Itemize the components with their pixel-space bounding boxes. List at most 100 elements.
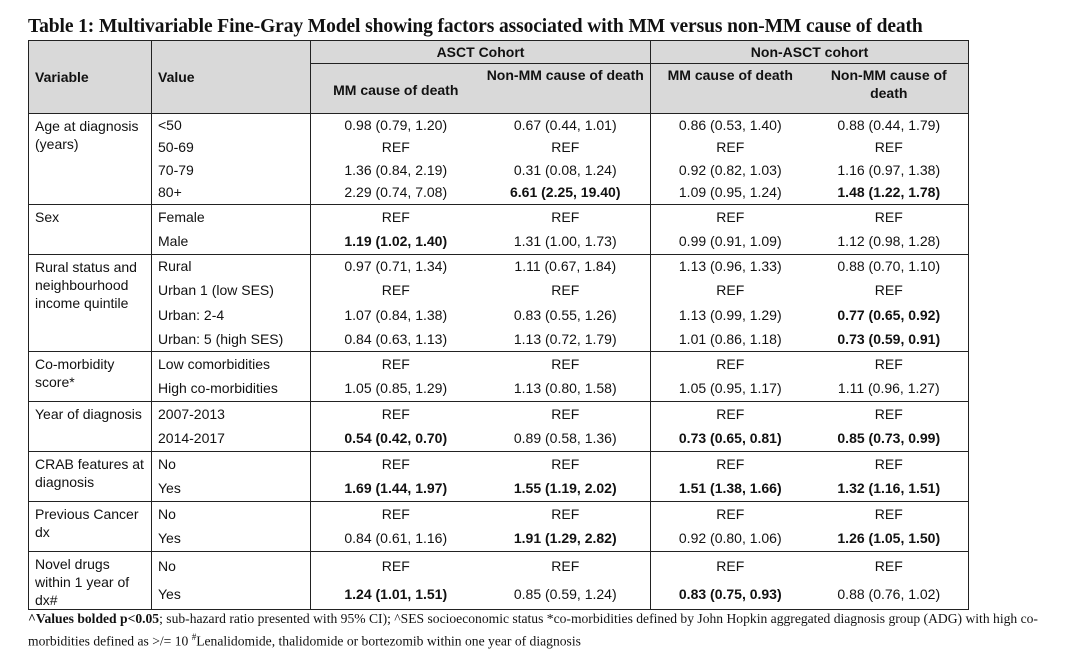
table-row: Yes 0.84 (0.61, 1.16) 1.91 (1.29, 2.82) 0.9… (29, 526, 970, 552)
ratio-cell: REF (650, 136, 810, 159)
value-cell: Yes (151, 476, 311, 502)
ratio-cell: REF (809, 451, 970, 477)
variable-cell: Novel drugs within 1 year of dx# (28, 551, 152, 610)
ratio-cell: 1.24 (1.01, 1.51) (310, 580, 481, 610)
ratio-cell: 0.92 (0.82, 1.03) (650, 159, 810, 182)
ratio-cell: 0.88 (0.44, 1.79) (809, 113, 970, 137)
ratio-cell: REF (310, 451, 481, 477)
table-row: 70-79 1.36 (0.84, 2.19) 0.31 (0.08, 1.24) 0… (29, 159, 970, 182)
ratio-cell: 1.48 (1.22, 1.78) (809, 181, 970, 205)
ratio-cell: 0.86 (0.53, 1.40) (650, 113, 810, 137)
ratio-cell: REF (551, 282, 580, 299)
ratio-cell: 1.51 (1.38, 1.66) (650, 476, 810, 502)
ratio-cell: 1.13 (0.96, 1.33) (650, 253, 810, 279)
variable-cell: Co-morbidity score* (28, 351, 152, 402)
ratio-cell: REF (809, 401, 970, 427)
ratio-cell: REF (480, 204, 651, 230)
ratio-cell: REF (650, 351, 810, 377)
ratio-cell: REF (809, 136, 970, 159)
value-cell: Yes (151, 580, 311, 610)
ratio-cell: REF (310, 278, 481, 303)
ratio-cell: 0.84 (0.61, 1.16) (310, 526, 481, 552)
ratio-cell: REF (310, 501, 481, 527)
ratio-cell: REF (310, 401, 481, 427)
ratio-cell: REF (650, 401, 810, 427)
ratio-cell: REF (809, 501, 970, 527)
ratio-cell: 1.13 (0.80, 1.58) (480, 376, 651, 402)
value-cell: Rural (151, 253, 311, 279)
value-cell: Male (151, 229, 311, 255)
value-cell: 50-69 (151, 136, 311, 159)
value-cell: Urban: 2-4 (151, 303, 311, 328)
ratio-cell: REF (310, 136, 481, 159)
header-value: Value (151, 40, 311, 114)
ratio-cell: 1.31 (1.00, 1.73) (480, 229, 651, 255)
table-row: Novel drugs within 1 year of dx# No REF REF… (28, 551, 970, 610)
value-cell: Yes (151, 526, 311, 552)
results-table: Variable Value ASCT Cohort Non-ASCT coho… (28, 40, 970, 610)
table-row: Urban: 5 (high SES) 0.84 (0.63, 1.13) 1.13… (29, 327, 970, 353)
ratio-cell: REF (480, 551, 651, 581)
ratio-cell: 2.29 (0.74, 7.08) (310, 181, 481, 205)
header-non-asct-cohort: Non-ASCT cohort (650, 40, 970, 64)
value-cell: 70-79 (151, 159, 311, 182)
ratio-cell: REF (809, 351, 970, 377)
table-row: 80+ 2.29 (0.74, 7.08) 6.61 (2.25, 19.40) 1.… (29, 181, 970, 205)
ratio-cell: REF (650, 451, 810, 477)
table-row: Previous Cancer dx No REF REF REF REF (28, 501, 970, 552)
value-cell: Urban: 5 (high SES) (151, 327, 311, 353)
value-cell: No (151, 501, 311, 527)
footnote-bold: ^Values bolded p<0.05 (28, 611, 160, 626)
header-non-asct-non-mm: Non-MM cause of death (809, 63, 970, 114)
ratio-cell: 1.05 (0.85, 1.29) (310, 376, 481, 402)
table-row: CRAB features at diagnosis No REF REF REF REF (28, 451, 970, 502)
ratio-cell: 1.91 (1.29, 2.82) (480, 526, 651, 552)
variable-cell: Sex (28, 204, 152, 255)
ratio-cell: 0.77 (0.65, 0.92) (809, 303, 970, 328)
ratio-cell: 1.01 (0.86, 1.18) (650, 327, 810, 353)
ratio-cell: REF (809, 204, 970, 230)
header-non-asct-mm: MM cause of death (650, 63, 810, 114)
ratio-cell: 1.55 (1.19, 2.02) (480, 476, 651, 502)
ratio-cell: REF (809, 278, 970, 303)
ratio-cell: 0.97 (0.71, 1.34) (310, 253, 481, 279)
table-row: Co-morbidity score* Low comorbidities REF R… (28, 351, 970, 402)
header-variable: Variable (28, 40, 152, 114)
value-cell: <50 (151, 113, 311, 137)
ratio-cell: 0.92 (0.80, 1.06) (650, 526, 810, 552)
ratio-cell: 0.98 (0.79, 1.20) (310, 113, 481, 137)
ratio-cell: REF (480, 351, 651, 377)
ratio-cell: 0.88 (0.76, 1.02) (809, 580, 970, 610)
table-row: Urban: 2-4 1.07 (0.84, 1.38) 0.83 (0.55, 1… (29, 303, 970, 328)
ratio-cell: REF (650, 204, 810, 230)
ratio-cell: 0.84 (0.63, 1.13) (310, 327, 481, 353)
ratio-cell: 0.83 (0.75, 0.93) (650, 580, 810, 610)
table-row: Yes 1.24 (1.01, 1.51) 0.85 (0.59, 1.24) 0.8… (29, 580, 970, 610)
ratio-cell: REF (480, 401, 651, 427)
footnote-text-2: Lenalidomide, thalidomide or bortezomib … (196, 633, 581, 649)
table-row: Year of diagnosis 2007-2013 REF REF REF REF (28, 401, 970, 452)
header-asct-cohort: ASCT Cohort (309, 40, 652, 64)
ratio-cell: 0.85 (0.59, 1.24) (480, 580, 651, 610)
ratio-cell: REF (310, 204, 481, 230)
ratio-cell: 1.13 (0.99, 1.29) (650, 303, 810, 328)
table-row: Rural status and neighbourhood income qu… (28, 253, 970, 352)
ratio-cell: 1.07 (0.84, 1.38) (310, 303, 481, 328)
table-row: Age at diagnosis (years) <50 0.98 (0.79, 1… (28, 113, 970, 205)
footnote-sup: # (191, 632, 197, 642)
ratio-cell: 0.73 (0.59, 0.91) (809, 327, 970, 353)
table-row: 2014-2017 0.54 (0.42, 0.70) 0.89 (0.58, 1.… (29, 426, 970, 452)
variable-cell: Age at diagnosis (years) (28, 113, 152, 205)
ratio-cell: 1.26 (1.05, 1.50) (809, 526, 970, 552)
ratio-cell: 0.31 (0.08, 1.24) (513, 161, 617, 178)
ratio-cell: 6.61 (2.25, 19.40) (480, 181, 651, 205)
ratio-cell: 1.36 (0.84, 2.19) (310, 159, 481, 182)
ratio-cell: 1.09 (0.95, 1.24) (650, 181, 810, 205)
table-row: Male 1.19 (1.02, 1.40) 1.31 (1.00, 1.73) 0.… (29, 229, 970, 255)
ratio-cell: 0.67 (0.44, 1.01) (480, 113, 651, 137)
footnote: ^Values bolded p<0.05; sub-hazard ratio … (28, 610, 1068, 651)
ratio-cell: 0.88 (0.70, 1.10) (809, 253, 970, 279)
ratio-cell: 0.99 (0.91, 1.09) (650, 229, 810, 255)
ratio-cell: REF (809, 551, 970, 581)
ratio-cell: REF (310, 551, 481, 581)
